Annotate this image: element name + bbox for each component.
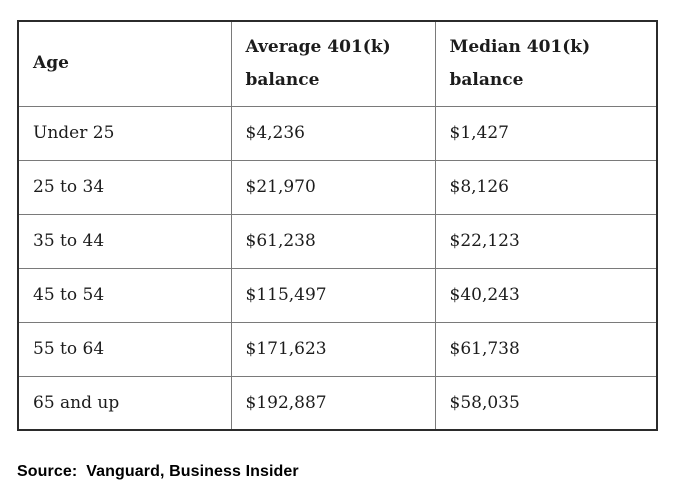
median-cell: $40,243 [434,267,658,323]
age-cell: 65 and up [17,375,232,431]
average-cell: $115,497 [230,267,436,323]
header-row: Age Average 401(k) balance Median 401(k)… [17,20,658,107]
average-cell: $21,970 [230,159,436,215]
table-row: 45 to 54 $115,497 $40,243 [17,267,658,323]
table-row: 25 to 34 $21,970 $8,126 [17,159,658,215]
age-cell: 25 to 34 [17,159,232,215]
median-cell: $1,427 [434,105,658,161]
average-cell: $171,623 [230,321,436,377]
age-cell: Under 25 [17,105,232,161]
average-cell: $4,236 [230,105,436,161]
source-attribution: Source: Vanguard, Business Insider [17,463,656,481]
table-row: 55 to 64 $171,623 $61,738 [17,321,658,377]
average-cell: $192,887 [230,375,436,431]
table-header: Age Average 401(k) balance Median 401(k)… [17,20,658,107]
table-row: 65 and up $192,887 $58,035 [17,375,658,431]
table-body: Under 25 $4,236 $1,427 25 to 34 $21,970 … [17,105,658,431]
median-cell: $22,123 [434,213,658,269]
table-row: 35 to 44 $61,238 $22,123 [17,213,658,269]
age-cell: 45 to 54 [17,267,232,323]
column-header-average: Average 401(k) balance [230,20,436,107]
401k-balance-table: Age Average 401(k) balance Median 401(k)… [17,20,658,431]
source-value: Vanguard, Business Insider [86,463,299,480]
age-cell: 55 to 64 [17,321,232,377]
age-cell: 35 to 44 [17,213,232,269]
source-label: Source: [17,463,78,480]
median-cell: $8,126 [434,159,658,215]
average-cell: $61,238 [230,213,436,269]
median-cell: $61,738 [434,321,658,377]
column-header-median: Median 401(k) balance [434,20,658,107]
table-row: Under 25 $4,236 $1,427 [17,105,658,161]
column-header-age: Age [17,20,232,107]
median-cell: $58,035 [434,375,658,431]
